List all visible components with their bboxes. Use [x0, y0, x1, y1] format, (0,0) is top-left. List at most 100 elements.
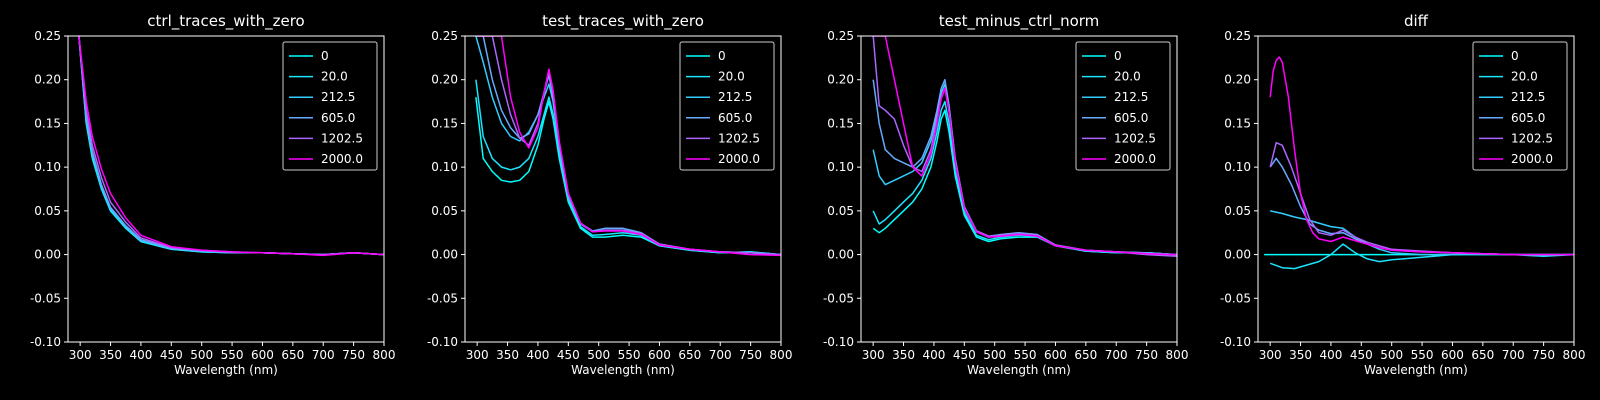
- legend-entry: 0: [321, 49, 329, 63]
- x-tick-label: 500: [587, 348, 610, 362]
- y-tick-label: 0.00: [34, 248, 61, 262]
- chart-panel-3: 300 350 400 450 500 550 600 650 700 750 800 -0.10 -0…: [823, 12, 1189, 377]
- y-tick-label: -0.10: [1220, 335, 1251, 349]
- legend: 0 20.0 212.5 605.0 1202.5 2000.0: [1472, 41, 1568, 171]
- series-line-2: [1270, 210, 1574, 256]
- legend-box: [282, 41, 378, 171]
- x-tick-label: 700: [709, 348, 732, 362]
- x-tick-label: 650: [281, 348, 304, 362]
- x-tick-label: 450: [557, 348, 580, 362]
- axes-frame: [67, 35, 385, 343]
- y-tick-label: 0.00: [1224, 248, 1251, 262]
- x-tick-label: 300: [1259, 348, 1282, 362]
- x-tick-label: 300: [69, 348, 92, 362]
- series-group: [78, 36, 384, 257]
- x-tick-label: 650: [678, 348, 701, 362]
- chart-title: ctrl_traces_with_zero: [147, 12, 304, 31]
- legend-entry: 20.0: [321, 70, 348, 84]
- x-tick-label: 450: [1350, 348, 1373, 362]
- x-tick-label: 750: [1135, 348, 1158, 362]
- x-tick-label: 550: [1014, 348, 1037, 362]
- y-tick-label: -0.10: [30, 335, 61, 349]
- legend-entry: 605.0: [1511, 111, 1545, 125]
- series-line-5: [873, 36, 1177, 256]
- x-tick-label: 600: [1441, 348, 1464, 362]
- x-tick-label: 350: [496, 348, 519, 362]
- y-tick-label: 0.15: [431, 116, 458, 130]
- x-axis-label: Wavelength (nm): [1364, 363, 1468, 377]
- x-tick-label: 800: [1563, 348, 1586, 362]
- axes-frame: [1257, 35, 1575, 343]
- y-tick-label: 0.20: [431, 73, 458, 87]
- x-tick-label: 450: [953, 348, 976, 362]
- x-tick-label: 400: [1319, 348, 1342, 362]
- axes-frame: [464, 35, 782, 343]
- x-tick-label: 350: [1289, 348, 1312, 362]
- legend: 0 20.0 212.5 605.0 1202.5 2000.0: [282, 41, 378, 171]
- x-tick-label: 700: [1502, 348, 1525, 362]
- chart-panel-1: 300 350 400 450 500 550 600 650 700 750 800 -0.10 -0…: [30, 12, 396, 377]
- y-tick-label: 0.00: [827, 248, 854, 262]
- y-tick-label: 0.10: [827, 160, 854, 174]
- x-tick-label: 500: [983, 348, 1006, 362]
- chart-panel-4: 300 350 400 450 500 550 600 650 700 750 800 -0.10 -0…: [1220, 12, 1586, 377]
- legend-entry: 605.0: [321, 111, 355, 125]
- legend-entry: 212.5: [321, 90, 355, 104]
- y-tick-label: 0.10: [34, 160, 61, 174]
- x-tick-label: 600: [648, 348, 671, 362]
- x-tick-label: 500: [1380, 348, 1403, 362]
- y-tick-label: 0.00: [431, 248, 458, 262]
- legend-entry: 605.0: [718, 111, 752, 125]
- y-tick-label: 0.20: [34, 73, 61, 87]
- y-tick-label: 0.05: [431, 204, 458, 218]
- y-tick-label: 0.05: [827, 204, 854, 218]
- y-tick-label: -0.05: [427, 291, 458, 305]
- x-tick-label: 800: [1166, 348, 1189, 362]
- legend-entry: 2000.0: [1511, 152, 1553, 166]
- legend-entry: 2000.0: [321, 152, 363, 166]
- y-tick-label: 0.15: [827, 116, 854, 130]
- legend: 0 20.0 212.5 605.0 1202.5 2000.0: [679, 41, 775, 171]
- legend-entry: 212.5: [1114, 90, 1148, 104]
- x-tick-label: 350: [99, 348, 122, 362]
- series-line-3: [1269, 157, 1574, 256]
- legend-entry: 1202.5: [321, 131, 363, 145]
- series-group: [1264, 56, 1574, 270]
- y-tick-label: 0.10: [1224, 160, 1251, 174]
- x-tick-label: 300: [466, 348, 489, 362]
- x-tick-label: 300: [862, 348, 885, 362]
- y-tick-label: 0.15: [1224, 116, 1251, 130]
- y-tick-label: -0.05: [823, 291, 854, 305]
- legend-entry: 605.0: [1114, 111, 1148, 125]
- series-group: [872, 36, 1177, 258]
- legend-entry: 2000.0: [718, 152, 760, 166]
- x-axis-label: Wavelength (nm): [174, 363, 278, 377]
- chart-title: test_traces_with_zero: [542, 12, 704, 31]
- x-tick-label: 400: [129, 348, 152, 362]
- legend-entry: 2000.0: [1114, 152, 1156, 166]
- y-tick-label: 0.05: [1224, 204, 1251, 218]
- x-tick-label: 700: [1105, 348, 1128, 362]
- legend: 0 20.0 212.5 605.0 1202.5 2000.0: [1075, 41, 1171, 171]
- legend-entry: 1202.5: [1114, 131, 1156, 145]
- y-tick-label: 0.20: [827, 73, 854, 87]
- chart-title: diff: [1404, 12, 1429, 30]
- x-tick-label: 800: [373, 348, 396, 362]
- legend-entry: 20.0: [1114, 70, 1141, 84]
- legend-box: [1472, 41, 1568, 171]
- x-tick-label: 650: [1471, 348, 1494, 362]
- y-tick-label: 0.25: [827, 29, 854, 43]
- x-tick-label: 550: [221, 348, 244, 362]
- x-axis-label: Wavelength (nm): [967, 363, 1071, 377]
- y-tick-label: -0.10: [823, 335, 854, 349]
- legend-entry: 212.5: [718, 90, 752, 104]
- x-tick-label: 600: [251, 348, 274, 362]
- x-tick-label: 750: [739, 348, 762, 362]
- y-tick-label: 0.10: [431, 160, 458, 174]
- y-tick-label: 0.25: [1224, 29, 1251, 43]
- x-tick-label: 350: [892, 348, 915, 362]
- y-tick-label: 0.25: [431, 29, 458, 43]
- legend-box: [679, 41, 775, 171]
- x-tick-label: 450: [160, 348, 183, 362]
